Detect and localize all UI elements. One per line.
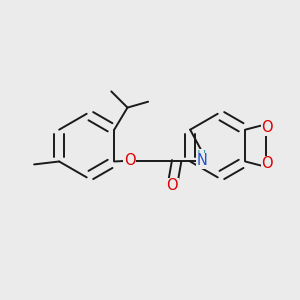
Text: H: H xyxy=(197,149,206,162)
Text: O: O xyxy=(167,178,178,194)
Text: N: N xyxy=(196,153,207,168)
Text: O: O xyxy=(124,153,135,168)
Text: O: O xyxy=(261,120,273,135)
Text: O: O xyxy=(261,156,273,171)
